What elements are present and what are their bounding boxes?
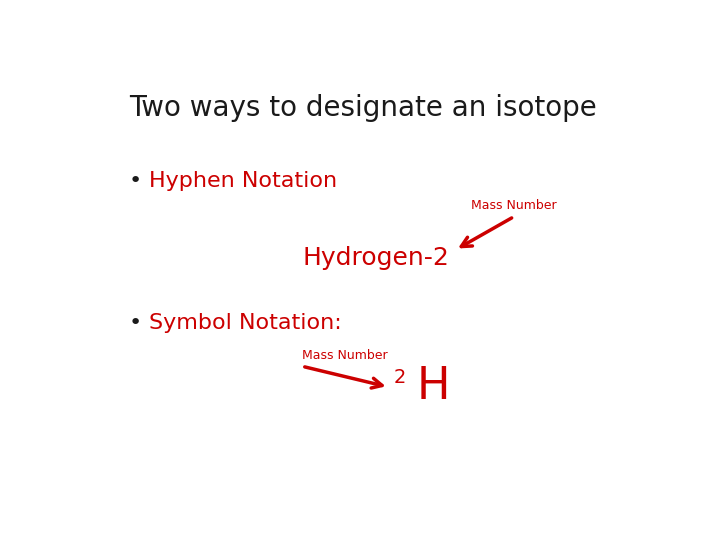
Text: Hydrogen-2: Hydrogen-2 [302, 246, 449, 270]
Text: •: • [129, 313, 143, 333]
Text: H: H [416, 365, 450, 408]
Text: Two ways to designate an isotope: Two ways to designate an isotope [129, 94, 597, 122]
Text: •: • [129, 171, 143, 191]
Text: Mass Number: Mass Number [472, 199, 557, 212]
Text: Symbol Notation:: Symbol Notation: [148, 313, 341, 333]
Text: Hyphen Notation: Hyphen Notation [148, 171, 337, 191]
Text: 2: 2 [394, 368, 407, 387]
Text: Mass Number: Mass Number [302, 349, 387, 362]
